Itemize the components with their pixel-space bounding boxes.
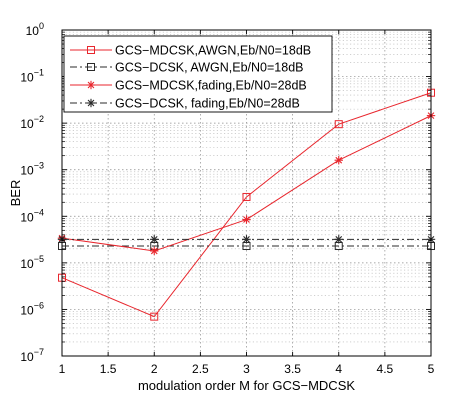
y-axis-label: BER bbox=[8, 180, 23, 207]
x-tick-label: 4 bbox=[335, 362, 342, 376]
x-tick-label: 2.5 bbox=[192, 362, 209, 376]
x-tick-label: 4.5 bbox=[377, 362, 394, 376]
legend: GCS−MDCSK,AWGN,Eb/N0=18dB GCS−DCSK, AWGN,… bbox=[63, 35, 333, 113]
legend-entry-2: GCS−DCSK, AWGN,Eb/N0=18dB bbox=[70, 61, 304, 75]
series-line bbox=[61, 92, 432, 318]
x-tick-label: 2 bbox=[151, 362, 158, 376]
star-marker bbox=[86, 80, 96, 90]
y-tick-label: 100 bbox=[26, 21, 44, 38]
legend-entries: GCS−MDCSK,AWGN,Eb/N0=18dB GCS−DCSK, AWGN,… bbox=[70, 44, 311, 111]
legend-label: GCS−MDCSK,AWGN,Eb/N0=18dB bbox=[115, 44, 311, 58]
legend-entry-4: GCS−DCSK, fading,Eb/N0=28dB bbox=[70, 97, 300, 111]
legend-label: GCS−DCSK, fading,Eb/N0=28dB bbox=[115, 97, 300, 111]
y-tick-labels: 10−7 10−6 10−5 10−4 10−3 10−2 10−1 100 bbox=[20, 21, 44, 364]
y-tick-label: 10−1 bbox=[20, 68, 44, 85]
y-tick-label: 10−4 bbox=[20, 207, 44, 224]
x-tick-labels: 1 1.5 2 2.5 3 3.5 4 4.5 5 bbox=[59, 362, 435, 376]
star-marker bbox=[334, 156, 343, 165]
star-marker bbox=[334, 235, 343, 244]
legend-label: GCS−MDCSK,fading,Eb/N0=28dB bbox=[115, 79, 307, 93]
y-tick-label: 10−7 bbox=[20, 347, 44, 364]
y-tick-label: 10−5 bbox=[20, 254, 44, 271]
x-tick-label: 5 bbox=[428, 362, 435, 376]
square-marker bbox=[87, 63, 95, 71]
series-layer bbox=[57, 88, 436, 321]
star-marker bbox=[86, 98, 96, 108]
x-tick-label: 1.5 bbox=[100, 362, 117, 376]
legend-entry-3: GCS−MDCSK,fading,Eb/N0=28dB bbox=[70, 79, 307, 93]
x-axis-label: modulation order M for GCS−MDCSK bbox=[138, 378, 355, 393]
legend-box bbox=[63, 35, 333, 113]
tick-marks bbox=[61, 29, 432, 357]
square-marker bbox=[150, 312, 159, 321]
square-marker bbox=[334, 120, 343, 129]
x-tick-label: 3.5 bbox=[284, 362, 301, 376]
square-marker bbox=[242, 192, 251, 201]
legend-label: GCS−DCSK, AWGN,Eb/N0=18dB bbox=[115, 61, 304, 75]
star-marker bbox=[242, 235, 251, 244]
star-marker bbox=[242, 215, 251, 224]
x-tick-label: 1 bbox=[59, 362, 66, 376]
star-marker bbox=[150, 246, 159, 256]
square-marker bbox=[87, 46, 95, 54]
legend-entry-1: GCS−MDCSK,AWGN,Eb/N0=18dB bbox=[70, 44, 311, 58]
y-tick-label: 10−2 bbox=[20, 114, 44, 131]
y-tick-label: 10−3 bbox=[20, 161, 44, 178]
y-tick-label: 10−6 bbox=[20, 300, 44, 317]
star-marker bbox=[150, 235, 159, 244]
x-tick-label: 3 bbox=[243, 362, 250, 376]
